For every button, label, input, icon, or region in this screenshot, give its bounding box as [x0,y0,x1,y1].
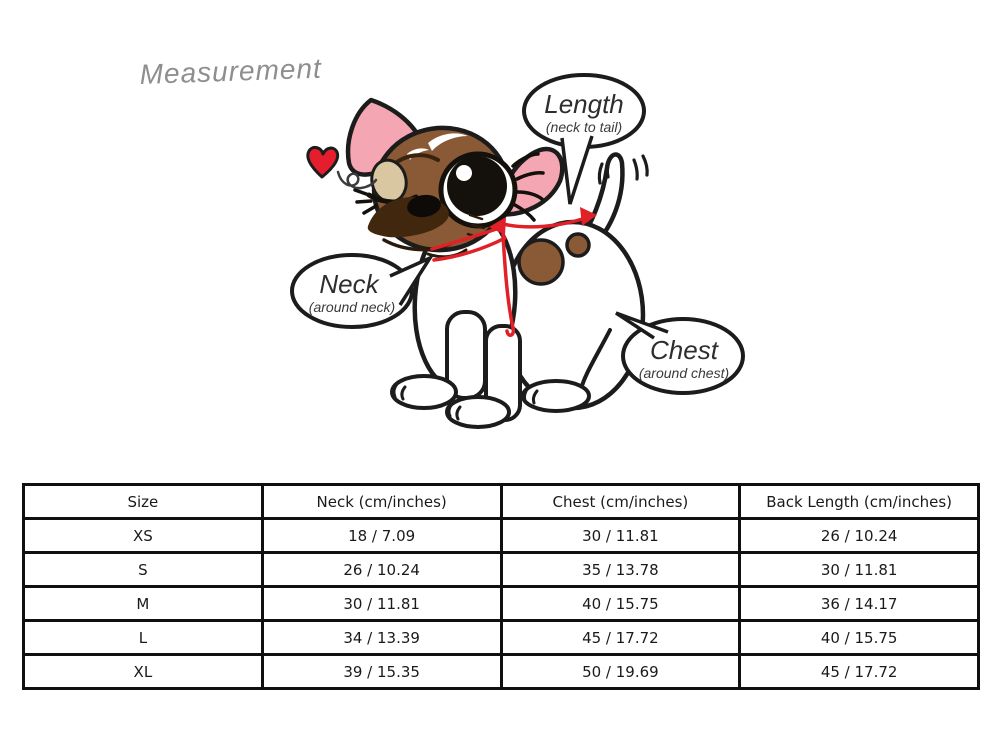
dog-spot-large [517,238,565,286]
col-header-chest: Chest (cm/inches) [499,483,742,520]
neck-measure-line [432,236,507,262]
chest-cell: 40 / 15.75 [499,585,742,622]
chest-cell: 30 / 11.81 [499,517,742,554]
dog-front-paw [390,374,458,410]
curl-doodle-icon [336,170,378,190]
back-length-cell: 26 / 10.24 [738,517,980,554]
chest-measure-line [501,233,516,337]
col-header-back-length: Back Length (cm/inches) [738,483,980,520]
tail-wag-lines-icon [597,154,649,185]
dog-measurement-diagram: Measurement [139,53,745,429]
dog-tail [573,152,625,254]
bubble-neck-sublabel: (around neck) [309,299,395,315]
bubble-length-label: Length [544,89,624,119]
table-row-xl: XL 39 / 15.35 50 / 19.69 45 / 17.72 [22,653,980,690]
bubble-length: Length (neck to tail) [522,73,646,205]
page-title: Measurement [139,53,322,90]
table-row-m: M 30 / 11.81 40 / 15.75 36 / 14.17 [22,585,980,622]
bubble-chest-sublabel: (around chest) [639,365,729,381]
size-cell: S [22,551,264,588]
chest-cell: 35 / 13.78 [499,551,742,588]
table-row-l: L 34 / 13.39 45 / 17.72 40 / 15.75 [22,619,980,656]
neck-cell: 34 / 13.39 [260,619,503,656]
bubble-neck-label: Neck [319,269,380,299]
back-length-cell: 36 / 14.17 [738,585,980,622]
bubble-length-sublabel: (neck to tail) [546,119,622,135]
size-cell: L [22,619,264,656]
length-measure-arrow [501,216,588,229]
neck-cell: 18 / 7.09 [260,517,503,554]
size-chart-table: Size Neck (cm/inches) Chest (cm/inches) … [22,483,980,690]
bubble-neck: Neck (around neck) [290,253,435,329]
col-header-size: Size [22,483,264,520]
bubble-chest-label: Chest [650,335,720,365]
col-header-neck: Neck (cm/inches) [260,483,503,520]
dog-illustration [306,97,649,429]
bubble-chest: Chest (around chest) [615,311,745,395]
back-length-cell: 45 / 17.72 [738,653,980,690]
size-cell: M [22,585,264,622]
heart-icon [306,145,340,179]
table-row-s: S 26 / 10.24 35 / 13.78 30 / 11.81 [22,551,980,588]
arrowhead-left-icon [489,217,506,235]
neck-cell: 30 / 11.81 [260,585,503,622]
table-header-row: Size Neck (cm/inches) Chest (cm/inches) … [22,483,980,520]
back-length-cell: 40 / 15.75 [738,619,980,656]
dog-front-paw [445,395,511,429]
dog-spot-small [565,232,591,258]
dog-open-eye [438,151,545,229]
chest-cell: 45 / 17.72 [499,619,742,656]
chest-cell: 50 / 19.69 [499,653,742,690]
size-cell: XS [22,517,264,554]
arrowhead-right-icon [580,207,597,226]
dog-nose [407,194,441,218]
table-row-xs: XS 18 / 7.09 30 / 11.81 26 / 10.24 [22,517,980,554]
back-length-cell: 30 / 11.81 [738,551,980,588]
neck-cell: 39 / 15.35 [260,653,503,690]
size-cell: XL [22,653,264,690]
neck-cell: 26 / 10.24 [260,551,503,588]
